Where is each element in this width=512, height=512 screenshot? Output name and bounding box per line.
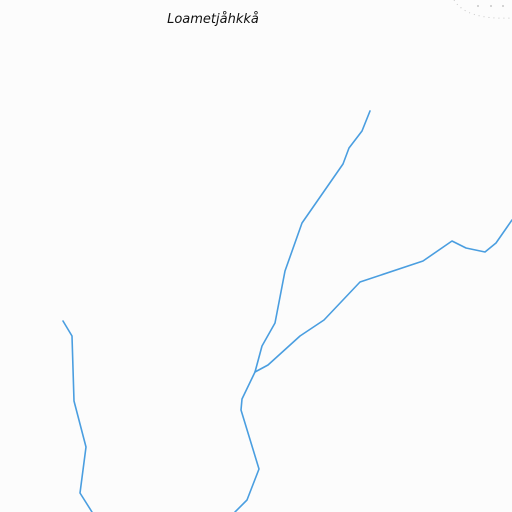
- area-boundary-top-right: [454, 0, 512, 18]
- place-label: Loametjåhkkå: [0, 12, 426, 27]
- stream-east-tributary: [255, 220, 512, 372]
- stream-central: [235, 111, 370, 512]
- boundary-dots: [477, 5, 504, 7]
- stream-west: [63, 321, 92, 512]
